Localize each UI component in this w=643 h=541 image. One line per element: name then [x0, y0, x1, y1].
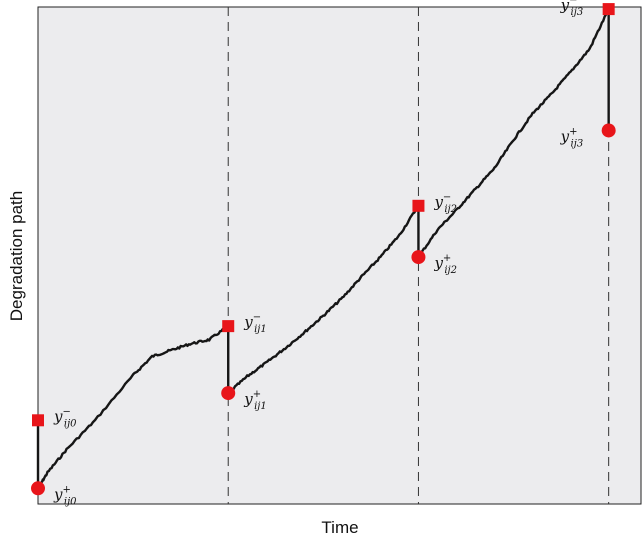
post-maintenance-marker-2 [411, 250, 426, 265]
degradation-path-1 [36, 324, 229, 489]
post-maintenance-marker-1 [221, 386, 236, 401]
point-label-1: y+ ij0 [53, 484, 77, 507]
point-label-2: y− ij1 [243, 312, 267, 335]
maintenance-jumps [36, 9, 610, 489]
pre-maintenance-marker-2 [412, 199, 425, 212]
degradation-path-3 [417, 8, 610, 258]
degradation-series [36, 8, 610, 489]
pre-maintenance-marker-0 [32, 414, 44, 427]
post-maintenance-marker-3 [601, 123, 616, 138]
plot-area [37, 6, 642, 505]
x-axis-label: Time [321, 518, 358, 537]
point-labels: y− ij0 y+ ij0 y− ij1 y+ ij1 y− ij2 y+ ij2 y− ij3 y+ ij3 [53, 0, 583, 507]
y-axis-label: Degradation path [7, 191, 26, 321]
pre-maintenance-marker-3 [602, 3, 615, 16]
point-label-7: y+ ij3 [560, 126, 584, 149]
point-label-6: y− ij3 [560, 0, 584, 18]
pre-maintenance-marker-1 [222, 320, 235, 333]
markers [31, 3, 616, 496]
post-maintenance-marker-0 [31, 481, 45, 496]
point-label-3: y+ ij1 [243, 389, 267, 412]
point-label-0: y− ij0 [53, 406, 77, 429]
point-label-4: y− ij2 [433, 192, 457, 215]
degradation-path-2 [227, 205, 420, 394]
point-label-5: y+ ij2 [433, 253, 457, 276]
